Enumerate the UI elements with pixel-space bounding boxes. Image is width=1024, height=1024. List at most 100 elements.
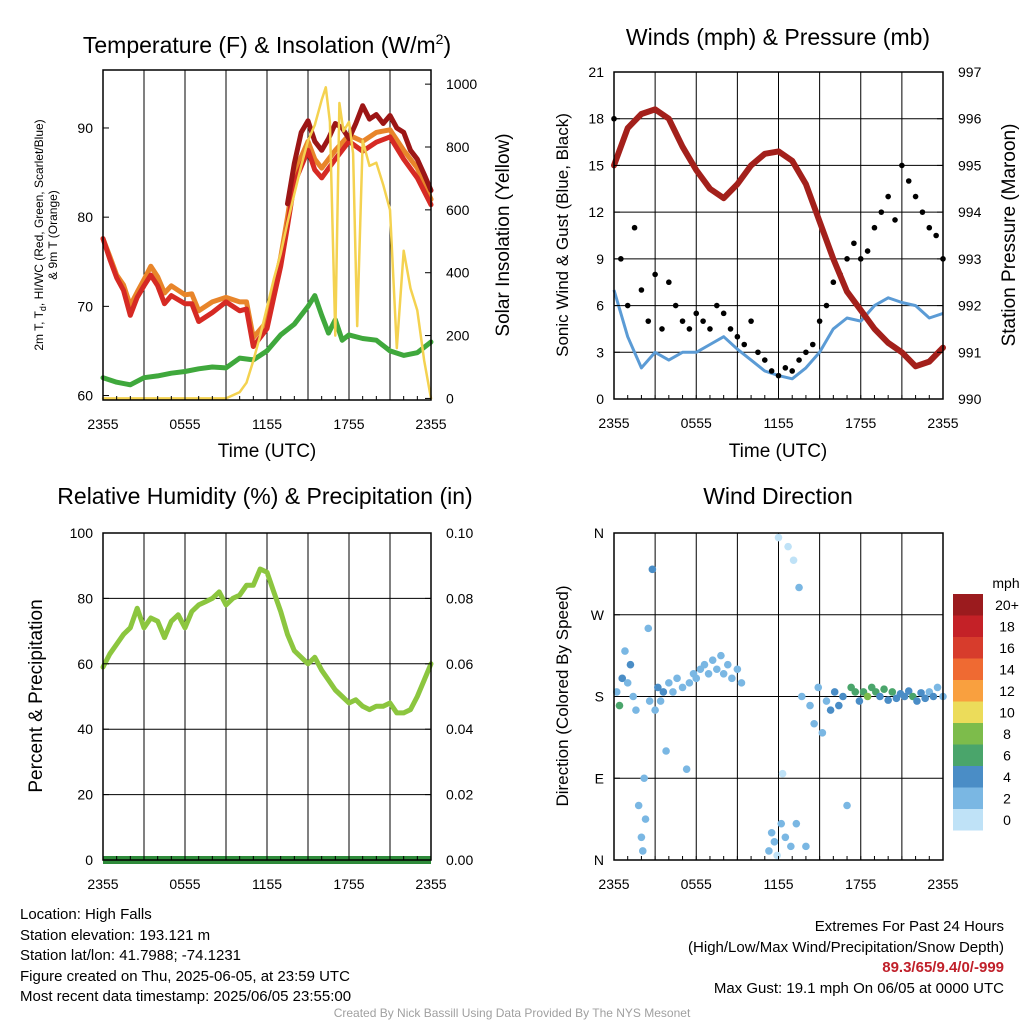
- direction-point: [723, 660, 732, 669]
- gust-point: [748, 318, 754, 324]
- y2-tick-label: 200: [446, 328, 470, 344]
- winds-series: [611, 106, 946, 381]
- colorbar-swatch: [953, 766, 983, 788]
- direction-point: [669, 688, 677, 696]
- winds-x-ticks: 2355 0555 1155 1755 2355: [598, 395, 959, 431]
- gust-point: [775, 372, 782, 379]
- y-tick-label: 20: [77, 787, 93, 803]
- direction-point: [778, 769, 787, 778]
- gust-point: [857, 256, 864, 262]
- gust-point: [933, 232, 939, 239]
- direction-point: [662, 747, 670, 755]
- y2-tick-label: 400: [446, 265, 470, 281]
- direction-point: [904, 687, 913, 695]
- x-tick-label: 0555: [681, 876, 712, 892]
- temperature-xlabel: Time (UTC): [218, 441, 317, 462]
- y-tick-label: 15: [588, 157, 604, 173]
- max-gust-text: Max Gust: 19.1 mph On 06/05 at 0000 UTC: [713, 979, 1004, 997]
- direction-point: [659, 688, 668, 696]
- y-tick-label: 3: [596, 344, 604, 360]
- gust-point: [741, 341, 748, 348]
- humidity-ylabel-left: Percent & Precipitation: [26, 599, 47, 792]
- gust-point: [618, 256, 624, 262]
- gust-point: [809, 341, 816, 348]
- x-tick-label: 1755: [333, 876, 364, 892]
- gust-point: [666, 279, 672, 286]
- direction-point: [851, 688, 860, 696]
- gust-point: [686, 326, 693, 332]
- winds-y2-ticks: 990 991 992 993 994 995 996 997: [937, 64, 982, 407]
- direction-point: [921, 694, 929, 703]
- y-tick-label: 70: [77, 298, 93, 314]
- direction-point: [651, 706, 659, 714]
- temperature-ylabel-line1: 2m T, Td, HI/WC (Red, Green, Scarlet/Blu…: [32, 119, 48, 350]
- direction-point: [787, 842, 795, 851]
- direction-point: [629, 692, 637, 701]
- direction-series: [612, 533, 947, 860]
- direction-point: [917, 689, 925, 697]
- direction-point: [632, 706, 640, 714]
- direction-point: [623, 679, 632, 687]
- colorbar-swatch: [953, 744, 983, 766]
- direction-point: [638, 847, 647, 855]
- gust-point: [755, 349, 761, 356]
- gust-point: [885, 193, 891, 200]
- y-tick-label: 6: [596, 298, 604, 314]
- y-tick-label: 0: [596, 391, 604, 407]
- gust-point: [734, 333, 741, 340]
- gust-point: [700, 318, 706, 324]
- colorbar-label: 16: [999, 640, 1015, 656]
- colorbar-label: 8: [1003, 726, 1011, 742]
- extremes-values: 89.3/65/9.4/0/-999: [882, 959, 1004, 976]
- gust-point: [823, 302, 830, 309]
- direction-point: [767, 828, 776, 837]
- direction-point: [645, 697, 654, 705]
- y2-tick-label: 995: [958, 157, 982, 173]
- direction-point: [770, 838, 779, 846]
- direction-point: [855, 697, 864, 705]
- colorbar-label: 14: [999, 662, 1015, 678]
- direction-point: [640, 774, 648, 783]
- temperature-x-ticks: 2355 0555 1155 1755 2355: [87, 396, 447, 432]
- colorbar-label: 4: [1003, 769, 1011, 785]
- direction-point: [810, 719, 818, 728]
- direction-point: [773, 851, 781, 860]
- direction-point: [818, 729, 827, 737]
- x-tick-label: 2355: [415, 416, 446, 432]
- gust-point: [871, 224, 878, 231]
- colorbar-label: 0: [1003, 812, 1011, 828]
- colorbar-label: 6: [1003, 748, 1011, 764]
- direction-point: [692, 674, 701, 683]
- colorbar-label: 20+: [995, 597, 1019, 613]
- direction-title: Wind Direction: [703, 483, 853, 509]
- direction-point: [784, 542, 792, 551]
- direction-point: [781, 833, 790, 842]
- humidity-title: Relative Humidity (%) & Precipitation (i…: [57, 483, 472, 509]
- gust-point: [816, 318, 823, 324]
- colorbar-label: 18: [999, 619, 1015, 635]
- y2-tick-label: 0.04: [446, 721, 473, 737]
- direction-point: [626, 660, 635, 669]
- temperature-panel: Temperature (F) & Insolation (W/m2) 60 70…: [32, 31, 514, 462]
- x-tick-label: 0555: [169, 876, 200, 892]
- gust-point: [761, 357, 768, 363]
- colorbar-swatch: [953, 637, 983, 659]
- y-tick-label: 21: [588, 64, 604, 80]
- y-tick-label: 9: [596, 251, 604, 267]
- gust-point: [796, 357, 802, 363]
- direction-point: [612, 688, 621, 696]
- gust-point: [659, 326, 665, 332]
- extremes-title: Extremes For Past 24 Hours: [814, 918, 1004, 935]
- x-tick-label: 2355: [87, 416, 118, 432]
- gust-point: [912, 193, 919, 200]
- direction-point: [806, 701, 814, 710]
- winds-y-ticks: 0 3 6 9 12 15 18 21: [588, 64, 620, 407]
- humidity-y-ticks: 0 20 40 60 80 100: [70, 525, 109, 868]
- y-tick-label: 90: [77, 120, 93, 136]
- y2-tick-label: 0.06: [446, 656, 473, 672]
- humidity-y2-ticks: 0.00 0.02 0.04 0.06 0.08 0.10: [425, 525, 473, 868]
- direction-point: [884, 696, 892, 704]
- winds-panel: Winds (mph) & Pressure (mb) 0 3 6 9 12 15 18 21…: [553, 24, 1020, 462]
- gust-point: [782, 365, 789, 371]
- gust-point: [638, 287, 645, 293]
